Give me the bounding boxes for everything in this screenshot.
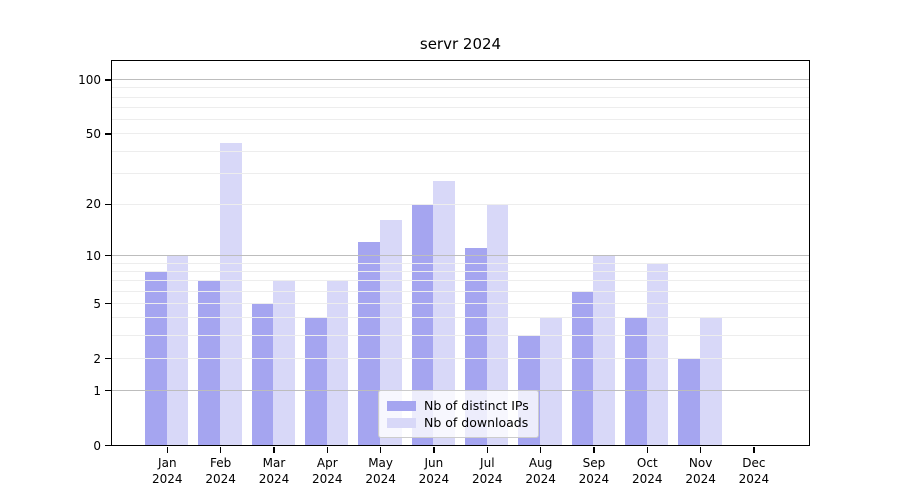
- plot-area: Nb of distinct IPs Nb of downloads: [111, 60, 810, 446]
- x-tick-label-oct: Oct 2024: [632, 456, 663, 486]
- x-tick-nov: [699, 447, 702, 454]
- legend-swatch-distinct-ips: [387, 400, 416, 411]
- gridline-minor-7: [112, 280, 809, 282]
- gridline-minor-2: [112, 357, 809, 359]
- y-tick-2: [105, 357, 111, 360]
- y-tick-label-5: 5: [93, 296, 101, 311]
- x-tick-label-jan: Jan 2024: [152, 456, 183, 486]
- gridline-minor-90: [112, 87, 809, 89]
- bar-distinct-ips-apr: [305, 317, 327, 445]
- gridline-major-100: [112, 79, 809, 81]
- gridline-minor-70: [112, 107, 809, 109]
- bar-distinct-ips-sep: [571, 290, 594, 445]
- gridline-minor-50: [112, 133, 809, 135]
- x-tick-oct: [646, 447, 649, 454]
- chart-title: servr 2024: [419, 35, 502, 53]
- x-tick-label-jun: Jun 2024: [418, 456, 450, 486]
- x-tick-label-nov: Nov 2024: [685, 456, 716, 486]
- gridline-minor-9: [112, 262, 809, 264]
- legend-entry-downloads: Nb of downloads: [387, 414, 529, 431]
- legend: Nb of distinct IPs Nb of downloads: [378, 390, 539, 438]
- bar-downloads-mar: [273, 280, 296, 445]
- gridline-minor-3: [112, 335, 809, 337]
- y-tick-label-0: 0: [93, 438, 101, 453]
- x-tick-label-jul: Jul 2024: [472, 456, 503, 486]
- y-tick-label-1: 1: [93, 383, 101, 398]
- x-tick-jun: [433, 447, 435, 454]
- gridline-minor-60: [112, 119, 809, 121]
- legend-entry-distinct-ips: Nb of distinct IPs: [387, 397, 529, 414]
- gridline-minor-80: [112, 96, 809, 98]
- gridline-minor-20: [112, 203, 809, 205]
- x-tick-mar: [273, 447, 275, 454]
- bar-downloads-apr: [326, 280, 349, 445]
- x-tick-jul: [486, 447, 489, 454]
- bar-downloads-jul: [486, 203, 509, 445]
- y-tick-label-100: 100: [78, 72, 101, 87]
- x-tick-label-may: May 2024: [365, 456, 396, 486]
- bar-downloads-sep: [593, 254, 615, 445]
- y-tick-label-50: 50: [85, 126, 101, 141]
- bar-downloads-aug: [540, 317, 562, 445]
- bar-distinct-ips-nov: [678, 357, 700, 445]
- gridline-minor-5: [112, 303, 809, 304]
- bar-downloads-feb: [220, 143, 242, 445]
- bar-distinct-ips-jun: [411, 203, 434, 445]
- gridline-minor-6: [112, 290, 809, 292]
- x-tick-label-dec: Dec 2024: [738, 456, 770, 486]
- gridline-minor-4: [112, 317, 809, 319]
- gridline-minor-40: [112, 150, 809, 152]
- bar-distinct-ips-mar: [251, 303, 274, 445]
- x-tick-label-sep: Sep 2024: [578, 456, 610, 486]
- x-tick-sep: [593, 447, 595, 454]
- y-tick-5: [105, 302, 111, 305]
- x-tick-label-feb: Feb 2024: [205, 456, 236, 486]
- bar-downloads-jun: [433, 180, 455, 445]
- bar-downloads-nov: [700, 317, 722, 445]
- bar-distinct-ips-oct: [625, 317, 647, 445]
- bar-downloads-jan: [166, 254, 189, 445]
- y-tick-10: [105, 254, 111, 257]
- x-tick-label-aug: Aug 2024: [525, 456, 556, 486]
- x-tick-label-mar: Mar 2024: [258, 456, 290, 486]
- x-tick-jan: [166, 447, 169, 454]
- legend-swatch-downloads: [387, 417, 416, 428]
- bar-downloads-may: [380, 220, 402, 445]
- y-tick-label-2: 2: [93, 351, 101, 366]
- x-tick-label-apr: Apr 2024: [312, 456, 343, 486]
- y-tick-1: [105, 389, 111, 392]
- x-tick-dec: [753, 447, 755, 454]
- legend-label-downloads: Nb of downloads: [424, 415, 529, 430]
- legend-label-distinct-ips: Nb of distinct IPs: [424, 398, 529, 413]
- bar-downloads-oct: [646, 262, 669, 445]
- y-tick-0: [105, 444, 111, 447]
- bar-distinct-ips-feb: [198, 280, 220, 445]
- bar-distinct-ips-may: [358, 241, 380, 445]
- x-tick-may: [379, 447, 382, 454]
- x-tick-aug: [539, 447, 542, 454]
- y-tick-50: [105, 133, 111, 135]
- y-tick-100: [105, 79, 111, 81]
- y-tick-20: [105, 203, 111, 206]
- gridline-major-10: [112, 254, 809, 256]
- x-tick-apr: [326, 447, 329, 454]
- x-tick-feb: [219, 447, 222, 454]
- y-tick-label-10: 10: [85, 248, 101, 263]
- gridline-minor-8: [112, 270, 809, 272]
- y-tick-label-20: 20: [85, 197, 101, 212]
- gridline-minor-30: [112, 172, 809, 174]
